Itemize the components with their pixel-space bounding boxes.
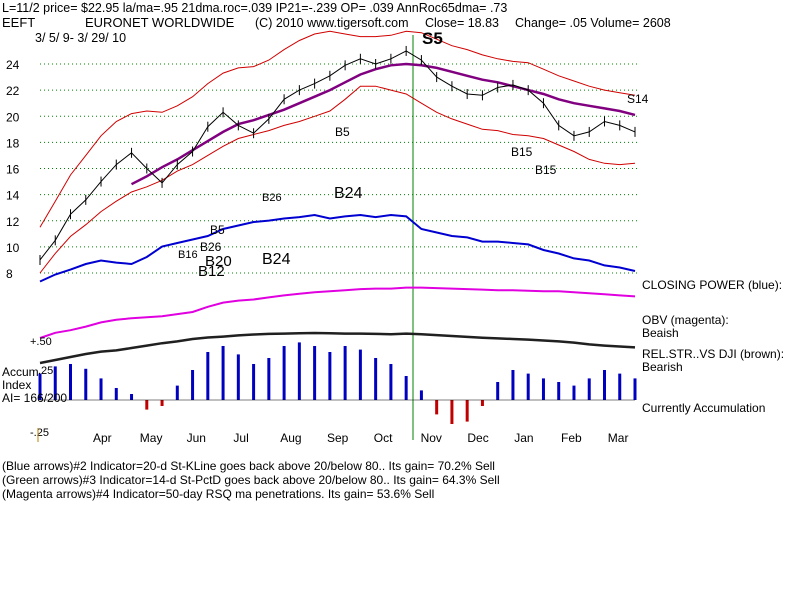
closing-power-label: CLOSING POWER (blue): (642, 278, 782, 292)
signal-b24-low: B24 (262, 251, 291, 268)
ma50-line (130, 62, 636, 186)
relstr-state: Bearish (642, 360, 683, 374)
signal-b20: B20 (205, 253, 232, 270)
price-line (39, 50, 636, 261)
y-tick-label: 22 (6, 84, 20, 98)
y-tick-label: 20 (6, 110, 20, 124)
company-name: EURONET WORLDWIDE (85, 15, 235, 30)
accum-title: Accum (2, 365, 39, 379)
signal-b24-top: B24 (334, 185, 363, 202)
y-tick-label: 18 (6, 136, 20, 150)
month-label-aug: Aug (280, 431, 301, 445)
relative-strength-line (39, 331, 636, 365)
month-label-jun: Jun (187, 431, 206, 445)
band-lower-line (39, 85, 636, 274)
signal-b15-b: B15 (535, 163, 557, 177)
month-label-feb: Feb (561, 431, 582, 445)
month-label-mar: Mar (608, 431, 629, 445)
y-tick-label: 14 (6, 189, 20, 203)
y-tick-label: 24 (6, 58, 20, 72)
month-label-jan: Jan (514, 431, 533, 445)
accum-state: Currently Accumulation (642, 401, 765, 415)
month-label-dec: Dec (467, 431, 488, 445)
footer-green-arrows: (Green arrows)#3 Indicator=14-d St-PctD … (2, 473, 500, 487)
y-axis-ticks: 8 10 12 14 16 18 20 22 24 (6, 58, 20, 281)
accum-index-label: Index (2, 378, 31, 392)
obv-line (39, 286, 636, 339)
date-range-label: 3/ 5/ 9- 3/ 29/ 10 (35, 31, 126, 45)
month-label-nov: Nov (421, 431, 442, 445)
signal-s14: S14 (627, 92, 649, 106)
y-tick-label: 10 (6, 241, 20, 255)
obv-label: OBV (magenta): (642, 313, 729, 327)
y-tick-label: 8 (6, 267, 13, 281)
closing-power-line (39, 213, 636, 283)
month-label-oct: Oct (374, 431, 393, 445)
signal-s5: S5 (422, 29, 443, 48)
change-volume-label: Change= .05 Volume= 2608 (515, 16, 671, 30)
signal-b15-a: B15 (511, 145, 533, 159)
copyright-label: (C) 2010 www.tigersoft.com (255, 16, 409, 30)
price-grid (40, 63, 640, 274)
ai-25: .25 (38, 365, 53, 377)
signal-b16: B16 (178, 249, 198, 261)
ai-plus-50: +.50 (30, 336, 52, 348)
close-label: Close= 18.83 (425, 16, 499, 30)
band-upper-line (39, 30, 636, 228)
footer-magenta-arrows: (Magenta arrows)#4 Indicator=50-day RSQ … (2, 487, 434, 501)
relstr-label: REL.STR..VS DJI (brown): (642, 347, 784, 361)
y-tick-label: 12 (6, 215, 20, 229)
signal-b5-top: B5 (335, 125, 350, 139)
ai-score: AI= 166/200 (2, 391, 67, 405)
y-tick-label: 16 (6, 163, 20, 177)
signal-b12: B12 (198, 263, 225, 280)
ai-minus-25: -.25 (30, 427, 49, 439)
header-stats: L=11/2 price= $22.95 la/ma=.95 21dma.roc… (2, 1, 507, 15)
footer-blue-arrows: (Blue arrows)#2 Indicator=20-d St-KLine … (2, 459, 495, 473)
month-label-apr: Apr (93, 431, 112, 445)
signal-b26-low: B26 (200, 240, 222, 254)
month-label-sep: Sep (327, 431, 349, 445)
month-label-may: May (140, 431, 163, 445)
x-axis-months: Apr May Jun Jul Aug Sep Oct Nov Dec Jan Feb Mar (93, 431, 628, 445)
obv-state: Beaish (642, 326, 679, 340)
ticker-label: EEFT (2, 15, 35, 30)
series-layer (38, 30, 637, 424)
signal-b5-low: B5 (210, 223, 225, 237)
month-label-jul: Jul (233, 431, 248, 445)
signal-b26-top: B26 (262, 192, 282, 204)
